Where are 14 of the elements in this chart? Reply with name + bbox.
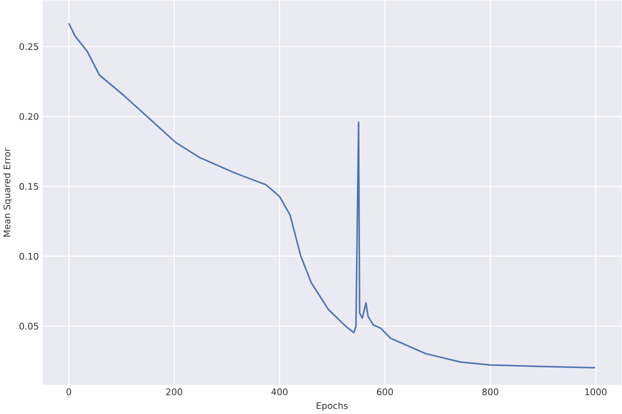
y-tick-label: 0.20 xyxy=(20,113,38,120)
y-tick-label: 0.15 xyxy=(20,182,38,190)
x-tick-label: 800 xyxy=(482,388,498,396)
y-tick-label: 0.25 xyxy=(20,43,38,50)
line-series xyxy=(68,22,596,368)
y-tick-label: 0.05 xyxy=(20,322,38,330)
x-tick-label: 400 xyxy=(271,388,288,396)
y-axis-title: Mean Squared Error xyxy=(3,148,12,237)
x-tick-label: 1000 xyxy=(585,388,607,396)
y-tick-label: 0.10 xyxy=(20,252,38,260)
x-tick-label: 200 xyxy=(166,388,182,396)
x-tick-label: 0 xyxy=(66,388,72,396)
x-tick-label: 600 xyxy=(376,388,393,396)
x-axis-title: Epochs xyxy=(316,402,348,411)
